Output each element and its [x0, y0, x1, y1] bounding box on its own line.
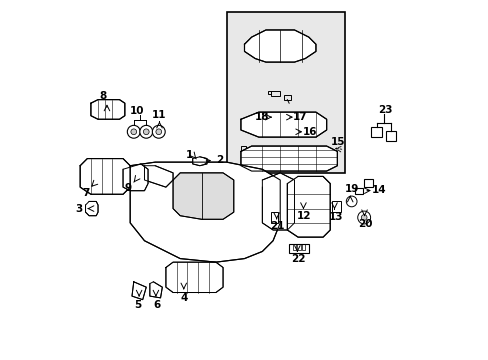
- Circle shape: [361, 215, 366, 220]
- Polygon shape: [241, 146, 337, 171]
- Circle shape: [131, 129, 136, 135]
- Text: 11: 11: [152, 110, 166, 120]
- Bar: [271, 212, 278, 223]
- Text: 14: 14: [371, 185, 386, 195]
- Bar: [331, 202, 340, 212]
- Polygon shape: [244, 30, 315, 62]
- Text: 9: 9: [124, 183, 132, 193]
- Text: 18: 18: [254, 112, 268, 122]
- Polygon shape: [173, 173, 233, 219]
- Polygon shape: [85, 202, 98, 216]
- Text: 22: 22: [290, 254, 305, 264]
- Text: 10: 10: [130, 107, 144, 116]
- Text: 3: 3: [75, 203, 82, 213]
- Text: 16: 16: [302, 127, 317, 137]
- Polygon shape: [80, 158, 130, 194]
- Circle shape: [143, 129, 149, 135]
- Text: 2: 2: [215, 155, 223, 165]
- Bar: [301, 244, 305, 249]
- Bar: [267, 91, 271, 94]
- Circle shape: [346, 196, 356, 207]
- Polygon shape: [241, 112, 326, 137]
- Text: 17: 17: [293, 112, 307, 122]
- Circle shape: [156, 129, 162, 135]
- Text: 4: 4: [180, 293, 187, 303]
- Bar: [364, 179, 372, 187]
- Polygon shape: [91, 100, 124, 119]
- Bar: [288, 244, 308, 253]
- Polygon shape: [123, 164, 148, 191]
- Polygon shape: [287, 176, 329, 237]
- Text: 1: 1: [185, 150, 192, 160]
- Text: 19: 19: [344, 184, 358, 194]
- Polygon shape: [132, 282, 146, 300]
- Text: 12: 12: [297, 211, 311, 221]
- Circle shape: [152, 125, 165, 138]
- Text: 21: 21: [269, 221, 284, 231]
- Text: 8: 8: [100, 91, 107, 101]
- Bar: [271, 91, 280, 96]
- Polygon shape: [149, 282, 162, 298]
- Bar: [385, 131, 395, 141]
- Polygon shape: [130, 162, 280, 262]
- Bar: [247, 147, 252, 150]
- Text: 13: 13: [327, 212, 342, 222]
- Polygon shape: [144, 166, 173, 187]
- Text: 6: 6: [153, 300, 160, 310]
- Text: 20: 20: [357, 219, 372, 229]
- Bar: [283, 95, 290, 100]
- Circle shape: [127, 125, 140, 138]
- Polygon shape: [262, 173, 294, 230]
- Circle shape: [357, 211, 370, 224]
- Bar: [370, 127, 381, 137]
- Text: 15: 15: [330, 138, 345, 148]
- Circle shape: [140, 125, 152, 138]
- Polygon shape: [165, 262, 223, 293]
- Bar: [241, 146, 246, 150]
- Text: 7: 7: [81, 188, 89, 198]
- Bar: [292, 244, 296, 249]
- Bar: [354, 188, 363, 194]
- Bar: [297, 244, 300, 249]
- Polygon shape: [192, 157, 206, 166]
- Text: 23: 23: [378, 105, 392, 115]
- Bar: [226, 12, 344, 173]
- Text: 5: 5: [133, 300, 141, 310]
